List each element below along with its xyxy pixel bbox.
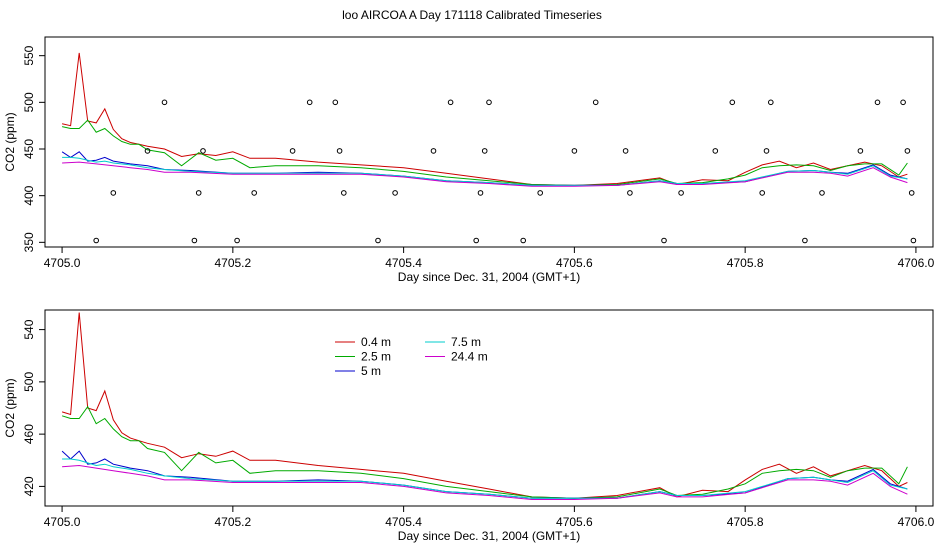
legend-label-2-5-m: 2.5 m <box>361 350 391 364</box>
p0-point-marker <box>571 148 578 154</box>
p0-point-marker <box>678 190 684 196</box>
p1-x-tick-label: 4705.4 <box>385 515 422 529</box>
p0-point-marker <box>802 237 808 244</box>
chart-title: loo AIRCOA A Day 171118 Calibrated Times… <box>342 8 602 22</box>
p1-plot-frame <box>44 309 934 507</box>
p0-point-marker <box>306 99 313 106</box>
top-panel: 4705.0 4705.2 4705.4 4705.6 4705.8 4706.0 350 4… <box>3 36 935 284</box>
p0-point-marker <box>661 237 667 244</box>
p0-point-marker <box>592 99 599 106</box>
p0-point-marker <box>910 237 917 244</box>
p0-point-marker <box>477 190 484 196</box>
p0-x-tick-label: 4706.0 <box>898 256 935 270</box>
p0-point-marker <box>161 99 168 106</box>
p0-point-marker <box>874 99 881 106</box>
p1-x-axis-label: Day since Dec. 31, 2004 (GMT+1) <box>398 529 580 543</box>
p0-point-marker <box>627 190 633 196</box>
p0-point-marker <box>768 99 774 106</box>
p1-x-tick-label: 4706.0 <box>898 515 935 529</box>
p0-point-marker <box>486 99 492 106</box>
p0-point-marker <box>904 148 911 154</box>
p0-point-marker <box>819 190 825 196</box>
p0-point-marker <box>759 190 766 196</box>
p0-point-marker <box>110 190 117 196</box>
p0-x-tick-label: 4705.0 <box>44 256 81 270</box>
p1-x-tick-label: 4705.0 <box>44 515 81 529</box>
p0-x-tick-label: 4705.6 <box>556 256 593 270</box>
p0-point-marker <box>332 99 339 106</box>
p0-y-tick-label: 350 <box>22 232 36 252</box>
p0-plot-frame <box>44 36 934 248</box>
p1-series-line-0-4-m <box>61 312 908 499</box>
p0-point-marker <box>392 190 398 196</box>
p0-point-marker <box>481 148 488 154</box>
p1-x-tick-label: 4705.8 <box>727 515 764 529</box>
p1-x-tick-label: 4705.6 <box>556 515 593 529</box>
p1-y-tick-label: 420 <box>22 476 36 496</box>
p1-series-line-24-4-m <box>62 464 908 500</box>
p0-point-marker <box>430 148 437 154</box>
p0-point-marker <box>900 99 906 106</box>
bottom-panel: 4705.0 4705.2 4705.4 4705.6 4705.8 4706.0 420 4… <box>3 309 935 543</box>
p1-x-tick-label: 4705.2 <box>214 515 251 529</box>
p0-point-marker <box>908 190 915 196</box>
p0-series-line-0-4-m <box>61 52 908 186</box>
p0-y-tick-label: 400 <box>22 185 36 205</box>
p0-point-marker <box>336 148 343 154</box>
p0-y-tick-label: 500 <box>22 92 36 112</box>
p1-series-line-7-5-m <box>62 458 908 499</box>
p0-x-tick-label: 4705.8 <box>727 256 764 270</box>
p0-series-line-7-5-m <box>62 156 908 186</box>
p0-point-marker <box>200 148 206 154</box>
p0-point-marker <box>729 99 736 106</box>
p0-x-tick-label: 4705.4 <box>385 256 422 270</box>
p0-x-tick-label: 4705.2 <box>214 256 251 270</box>
p0-point-marker <box>251 190 257 196</box>
legend-label-5-m: 5 m <box>361 364 381 378</box>
p0-point-marker <box>341 190 347 196</box>
p0-point-marker <box>447 99 454 106</box>
p0-point-marker <box>622 148 629 154</box>
p0-point-marker <box>191 237 198 244</box>
p0-point-marker <box>375 237 381 244</box>
legend: 0.4 m2.5 m5 m 7.5 m24.4 m <box>335 335 488 378</box>
p0-y-tick-label: 550 <box>22 45 36 65</box>
p1-y-tick-label: 460 <box>22 424 36 444</box>
p0-point-marker <box>763 148 770 154</box>
legend-label-24-4-m: 24.4 m <box>451 350 488 364</box>
p0-series-line-24-4-m <box>62 161 908 187</box>
legend-label-0-4-m: 0.4 m <box>361 335 391 349</box>
p0-x-axis-label: Day since Dec. 31, 2004 (GMT+1) <box>398 270 580 284</box>
p1-y-tick-label: 540 <box>22 319 36 339</box>
p0-point-marker <box>93 237 99 244</box>
p0-point-marker <box>712 148 719 154</box>
p0-y-tick-label: 450 <box>22 139 36 159</box>
legend-label-7-5-m: 7.5 m <box>451 335 481 349</box>
p1-y-tick-label: 500 <box>22 372 36 392</box>
p1-series-line-2-5-m <box>61 405 908 499</box>
p0-point-marker <box>289 148 296 154</box>
p0-series-line-2-5-m <box>61 119 908 186</box>
p0-point-marker <box>857 148 864 154</box>
p0-point-marker <box>473 237 480 244</box>
p0-point-marker <box>144 148 151 154</box>
p0-y-axis-label: CO2 (ppm) <box>3 112 17 171</box>
p0-point-marker <box>520 237 527 244</box>
p0-point-marker <box>234 237 240 244</box>
p0-point-marker <box>195 190 202 196</box>
p0-point-marker <box>537 190 544 196</box>
p1-y-axis-label: CO2 (ppm) <box>3 378 17 437</box>
